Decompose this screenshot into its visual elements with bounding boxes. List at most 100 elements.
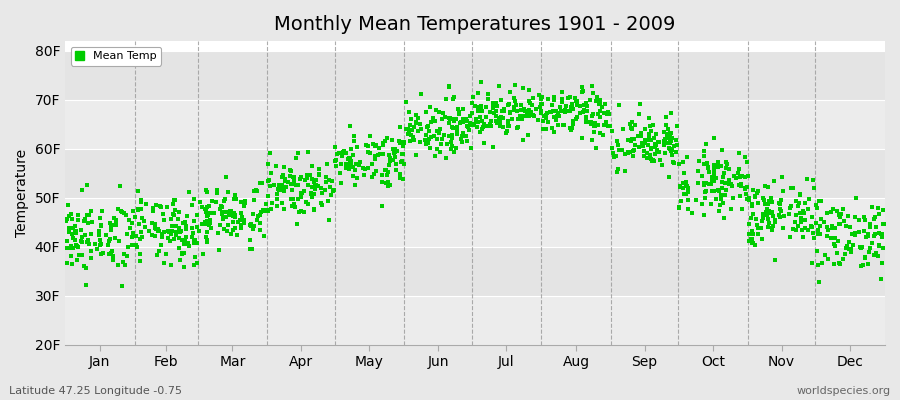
- Point: [165, 228, 179, 234]
- Point: [503, 110, 517, 116]
- Point: [329, 162, 344, 169]
- Point: [187, 237, 202, 243]
- Point: [836, 206, 850, 212]
- Point: [125, 230, 140, 236]
- Point: [489, 100, 503, 106]
- Point: [868, 214, 883, 220]
- Point: [73, 227, 87, 234]
- Point: [389, 167, 403, 173]
- Point: [861, 233, 876, 239]
- Point: [301, 200, 315, 207]
- Point: [276, 188, 291, 194]
- Point: [657, 142, 671, 148]
- Point: [651, 139, 665, 145]
- Point: [522, 107, 536, 113]
- Point: [430, 136, 445, 142]
- Point: [308, 181, 322, 188]
- Point: [115, 259, 130, 265]
- Point: [194, 221, 209, 228]
- Point: [378, 167, 392, 173]
- Point: [349, 175, 364, 181]
- Point: [493, 123, 508, 130]
- Point: [625, 126, 639, 132]
- Point: [522, 98, 536, 104]
- Point: [801, 206, 815, 212]
- Point: [412, 121, 427, 128]
- Point: [453, 120, 467, 126]
- Point: [203, 210, 218, 217]
- Point: [111, 262, 125, 268]
- Point: [446, 94, 461, 100]
- Point: [94, 222, 108, 228]
- Point: [199, 234, 213, 240]
- Point: [473, 105, 488, 112]
- Point: [738, 191, 752, 197]
- Point: [590, 94, 604, 100]
- Point: [722, 176, 736, 183]
- Point: [156, 234, 170, 240]
- Point: [363, 150, 377, 156]
- Point: [673, 183, 688, 190]
- Point: [733, 174, 747, 180]
- Point: [644, 156, 658, 162]
- Point: [122, 224, 137, 231]
- Point: [712, 188, 726, 195]
- Point: [603, 123, 617, 129]
- Point: [372, 145, 386, 152]
- Point: [634, 133, 649, 140]
- Point: [242, 236, 256, 243]
- Point: [344, 162, 358, 169]
- Point: [291, 196, 305, 202]
- Point: [162, 229, 176, 235]
- Point: [646, 158, 661, 164]
- Point: [287, 178, 302, 184]
- Point: [293, 189, 308, 196]
- Point: [284, 167, 298, 174]
- Point: [711, 208, 725, 214]
- Point: [276, 206, 291, 212]
- Point: [210, 190, 224, 196]
- Point: [382, 158, 397, 164]
- Point: [514, 107, 528, 113]
- Point: [375, 140, 390, 146]
- Point: [121, 230, 135, 237]
- Point: [536, 126, 550, 132]
- Point: [439, 154, 454, 161]
- Point: [569, 98, 583, 104]
- Point: [200, 213, 214, 219]
- Point: [121, 244, 135, 250]
- Point: [492, 118, 507, 125]
- Point: [103, 250, 117, 257]
- Point: [178, 224, 193, 230]
- Point: [579, 116, 593, 122]
- Point: [412, 139, 427, 146]
- Point: [419, 141, 434, 147]
- Point: [726, 194, 741, 201]
- Point: [215, 211, 230, 218]
- Point: [473, 79, 488, 85]
- Point: [691, 167, 706, 174]
- Point: [774, 196, 788, 203]
- Point: [352, 162, 366, 168]
- Point: [244, 220, 258, 227]
- Point: [642, 114, 656, 121]
- Point: [107, 235, 122, 242]
- Point: [463, 120, 477, 126]
- Point: [476, 124, 491, 130]
- Point: [580, 118, 594, 125]
- Point: [843, 249, 858, 256]
- Point: [760, 184, 775, 191]
- Point: [616, 126, 630, 132]
- Point: [681, 185, 696, 191]
- Point: [166, 211, 181, 217]
- Point: [265, 200, 279, 206]
- Point: [599, 111, 614, 117]
- Point: [175, 236, 189, 243]
- Point: [610, 168, 625, 175]
- Point: [473, 103, 488, 109]
- Point: [80, 219, 94, 226]
- Point: [544, 102, 559, 108]
- Point: [146, 205, 160, 212]
- Point: [388, 154, 402, 160]
- Point: [139, 200, 153, 207]
